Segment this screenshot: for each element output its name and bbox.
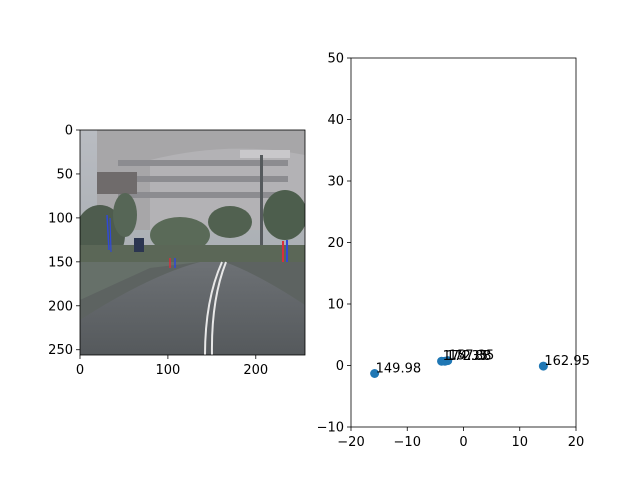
image-x-tick-label: 100 <box>155 363 180 378</box>
image-y-tick-label: 200 <box>48 299 73 314</box>
lane-line-right <box>210 261 227 355</box>
scatter-x-tick-label: −10 <box>394 435 421 450</box>
scatter-point <box>443 356 453 366</box>
image-x-tick-label: 200 <box>243 363 268 378</box>
scatter-y-axis: −10 0 10 20 30 40 50 <box>317 52 351 436</box>
detection-markers <box>106 214 288 268</box>
vegetation-illustration <box>80 190 305 265</box>
image-frame <box>79 129 306 356</box>
road-illustration <box>80 262 305 355</box>
scatter-y-tick-label: 30 <box>327 175 344 190</box>
camera-image-panel <box>80 130 305 355</box>
scatter-point-label: 172.88 <box>446 349 492 364</box>
scatter-y-tick-label: 50 <box>327 52 344 67</box>
road-sign <box>134 238 144 252</box>
image-x-axis: 0 100 200 <box>76 355 268 378</box>
scatter-y-tick-label: 40 <box>327 113 344 128</box>
scatter-point <box>370 368 380 378</box>
scatter-y-tick-label: 10 <box>327 298 344 313</box>
scatter-x-axis: −20 −10 0 10 20 <box>337 427 584 450</box>
lane-line-left <box>204 261 223 355</box>
scatter-y-tick-label: −10 <box>317 421 344 436</box>
scatter-x-tick-label: 20 <box>568 435 585 450</box>
scatter-y-tick-label: 20 <box>327 236 344 251</box>
scatter-point-label: 157.35 <box>449 349 495 364</box>
image-x-tick-label: 0 <box>76 363 84 378</box>
image-y-tick-label: 50 <box>56 167 73 182</box>
scatter-y-tick-label: 0 <box>336 359 344 374</box>
image-y-axis: 0 50 100 150 200 250 <box>48 124 80 358</box>
image-y-tick-label: 0 <box>65 124 73 139</box>
scatter-point-label: 174.35 <box>443 349 489 364</box>
scatter-point <box>538 361 548 371</box>
image-y-tick-label: 250 <box>48 343 73 358</box>
scatter-x-tick-label: 10 <box>511 435 528 450</box>
scatter-point-label: 162.95 <box>544 354 590 369</box>
scatter-point-label: 149.98 <box>376 361 422 376</box>
scatter-x-tick-label: −20 <box>337 435 364 450</box>
image-y-tick-label: 100 <box>48 211 73 226</box>
scatter-x-tick-label: 0 <box>459 435 467 450</box>
image-y-tick-label: 150 <box>48 255 73 270</box>
scatter-points <box>370 356 548 378</box>
